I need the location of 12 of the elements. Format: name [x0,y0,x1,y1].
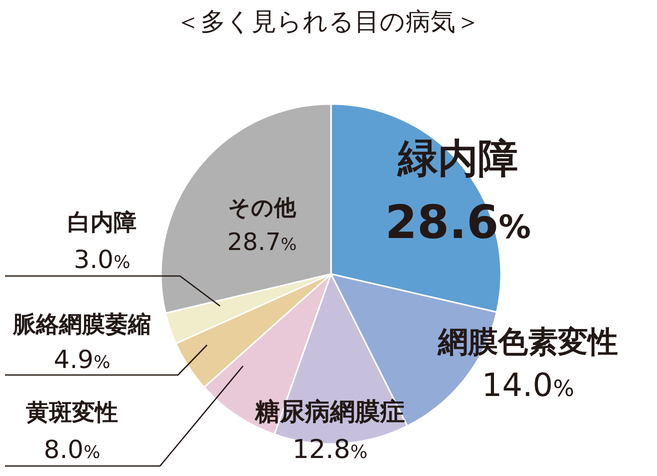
slice-label: その他 [228,196,297,221]
data-label: 14.0% [482,366,574,404]
slice-label: 糖尿病網膜症 [254,397,405,426]
slice-label: 黄斑変性 [25,399,118,426]
chart-title: ＜多く見られる目の病気＞ [176,7,480,36]
slice-label: 脈絡網膜萎縮 [12,312,151,338]
data-label: 12.8% [292,435,368,465]
slice-label: 白内障 [68,210,136,236]
data-label: 3.0% [74,245,130,274]
data-label: 4.9% [54,345,110,374]
data-label: 8.0% [44,435,100,464]
data-label: 28.7% [227,228,297,256]
